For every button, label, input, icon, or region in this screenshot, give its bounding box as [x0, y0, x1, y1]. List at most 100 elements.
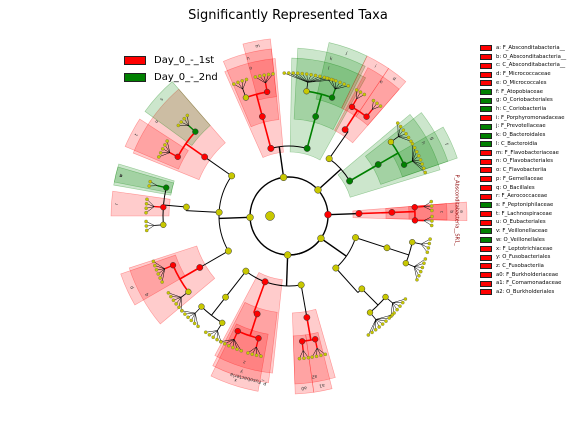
family-node: [366, 309, 374, 316]
order-node: [253, 310, 261, 318]
class-legend-swatch: [124, 56, 146, 65]
genus-node: [262, 73, 266, 77]
genus-branch: [220, 339, 235, 342]
clade-legend-entry: r: F_Aerococcaceae: [480, 192, 566, 201]
clade-wedge-label: p: [130, 285, 136, 290]
class-node: [332, 264, 340, 272]
clade-legend-swatch: [480, 211, 492, 218]
order-node: [341, 126, 349, 133]
order-branch: [386, 247, 409, 256]
clade-legend-swatch: [480, 71, 492, 78]
genus-node: [235, 347, 239, 351]
clade-wedge-label: k: [329, 56, 333, 63]
clade-wedge-e: [334, 67, 400, 144]
clade-legend-entry: m: F_Flavobacteriaceae: [480, 149, 566, 158]
root-node: [265, 211, 275, 221]
genus-node: [412, 146, 417, 150]
clade-legend-swatch: [480, 97, 492, 104]
class-branch: [186, 210, 220, 213]
genus-node: [401, 300, 405, 305]
clade-legend-label: d: F_Micrococcaceae: [496, 71, 551, 78]
class-branch: [355, 237, 388, 249]
genus-node: [395, 307, 399, 312]
clade-legend-label: m: F_Flavobacteriaceae: [496, 149, 559, 156]
genus-node: [418, 269, 423, 274]
clade-legend-label: o: C_Flavobacteriia: [496, 167, 547, 174]
clade-wedge-label: v: [119, 174, 125, 178]
family-node: [400, 161, 408, 168]
class-node: [303, 144, 311, 152]
genus-node: [373, 328, 378, 332]
genus-node: [145, 197, 149, 202]
clade-wedge-label: o: [249, 66, 253, 72]
clade-wedge-label: h: [420, 141, 427, 146]
clade-legend-entry: o: C_Flavobacteriia: [480, 166, 566, 175]
genus-node: [354, 88, 359, 92]
phylum-branch: [327, 212, 359, 216]
genus-node: [189, 318, 194, 323]
order-node: [258, 113, 266, 120]
genus-node: [429, 204, 434, 208]
clade-wedge-label: j: [344, 50, 348, 56]
phylum-branch: [285, 254, 289, 286]
clade-legend-swatch: [480, 280, 492, 287]
clade-legend-entry: b: O_Absconditabacteria__: [480, 53, 566, 62]
genus-node: [144, 202, 149, 206]
clade-wedge-label: e: [378, 80, 383, 86]
genus-node: [231, 345, 235, 350]
genus-node: [309, 72, 313, 77]
genus-node: [250, 352, 254, 356]
clade-legend-swatch: [480, 289, 492, 296]
order-branch: [163, 204, 187, 208]
class-node: [325, 155, 333, 163]
genus-branch: [307, 78, 329, 83]
class-branch: [306, 116, 317, 149]
clade-wedge-a2: [292, 308, 336, 385]
class-branch: [328, 131, 349, 159]
genus-node: [334, 79, 338, 83]
clade-legend-label: y: O_Fusobacteriales: [496, 254, 551, 261]
clade-legend-swatch: [480, 45, 492, 52]
genus-node: [417, 274, 421, 278]
clade-wedge-y: [212, 302, 278, 384]
clade-legend-entry: t: F_Lachnospiraceae: [480, 210, 566, 219]
clade-legend-swatch: [480, 254, 492, 261]
clade-wedge-f: [392, 126, 458, 178]
genus-branch: [166, 141, 171, 153]
class-node: [352, 234, 360, 242]
clade-wedge-label: n: [246, 56, 250, 62]
clade-legend-entry: f: F_Atopobiaceae: [480, 88, 566, 97]
clade-wedge-label: x: [233, 377, 237, 383]
class-node: [346, 177, 354, 185]
clade-legend-swatch: [480, 132, 492, 139]
genus-node: [322, 75, 327, 80]
phylum-node: [317, 234, 325, 243]
family-node: [363, 113, 370, 120]
genus-branch: [327, 78, 336, 90]
clade-legend-swatch: [480, 115, 492, 122]
genus-branch: [412, 147, 415, 162]
genus-node: [422, 166, 426, 171]
genus-node: [429, 223, 434, 228]
clade-wedge-label: w: [119, 173, 125, 178]
genus-branch: [265, 73, 274, 84]
order-node: [388, 209, 396, 216]
class-node: [297, 281, 305, 289]
clade-legend-label: r: F_Aerococcaceae: [496, 193, 548, 200]
phylum-node: [314, 186, 322, 194]
genus-node: [244, 77, 249, 82]
clade-legend-label: u: O_Eubacteriales: [496, 219, 546, 226]
family-node: [387, 138, 395, 146]
genus-branch: [371, 319, 377, 333]
order-arc: [405, 242, 413, 264]
clade-wedge-x: [210, 323, 269, 392]
clade-legend-swatch: [480, 149, 492, 156]
order-node: [196, 264, 204, 271]
order-branch: [361, 288, 379, 306]
genus-node: [366, 333, 371, 337]
class-branch: [253, 281, 266, 314]
clade-wedge-a0: [292, 334, 315, 395]
genus-node: [157, 155, 161, 159]
class-branch: [349, 163, 379, 182]
